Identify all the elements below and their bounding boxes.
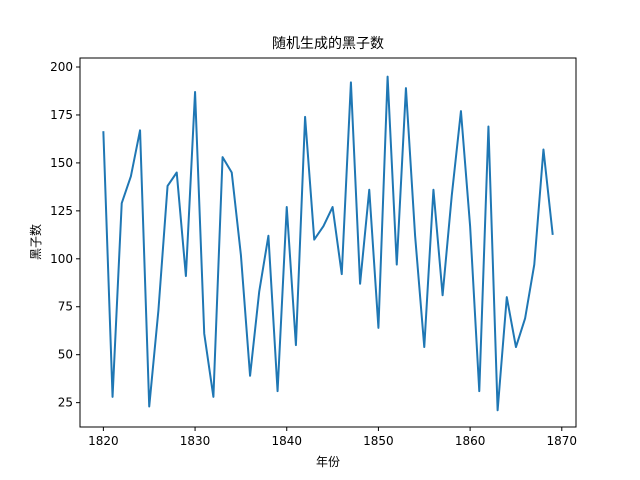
x-tick-label: 1860 — [455, 434, 486, 448]
y-tick-label: 100 — [50, 252, 73, 266]
x-tick-label: 1870 — [547, 434, 578, 448]
y-tick-label: 200 — [50, 60, 73, 74]
y-tick-label: 25 — [58, 396, 73, 410]
x-tick-label: 1840 — [271, 434, 302, 448]
y-tick-label: 50 — [58, 348, 73, 362]
plot-area: 1820 1830 1840 1850 1860 1870 25 50 75 100 125 150 1… — [50, 57, 578, 448]
x-tick-label: 1820 — [88, 434, 119, 448]
plot-frame — [79, 57, 577, 428]
y-tick-label: 175 — [50, 108, 73, 122]
y-axis-label: 黑子数 — [28, 224, 43, 260]
y-tick-label: 125 — [50, 204, 73, 218]
x-tick-label: 1830 — [180, 434, 211, 448]
y-tick-label: 150 — [50, 156, 73, 170]
series-line-0 — [102, 75, 554, 412]
chart-title: 随机生成的黑子数 — [272, 36, 384, 52]
x-axis-label: 年份 — [316, 455, 340, 469]
y-tick-label: 75 — [58, 300, 73, 314]
x-tick-label: 1850 — [363, 434, 394, 448]
